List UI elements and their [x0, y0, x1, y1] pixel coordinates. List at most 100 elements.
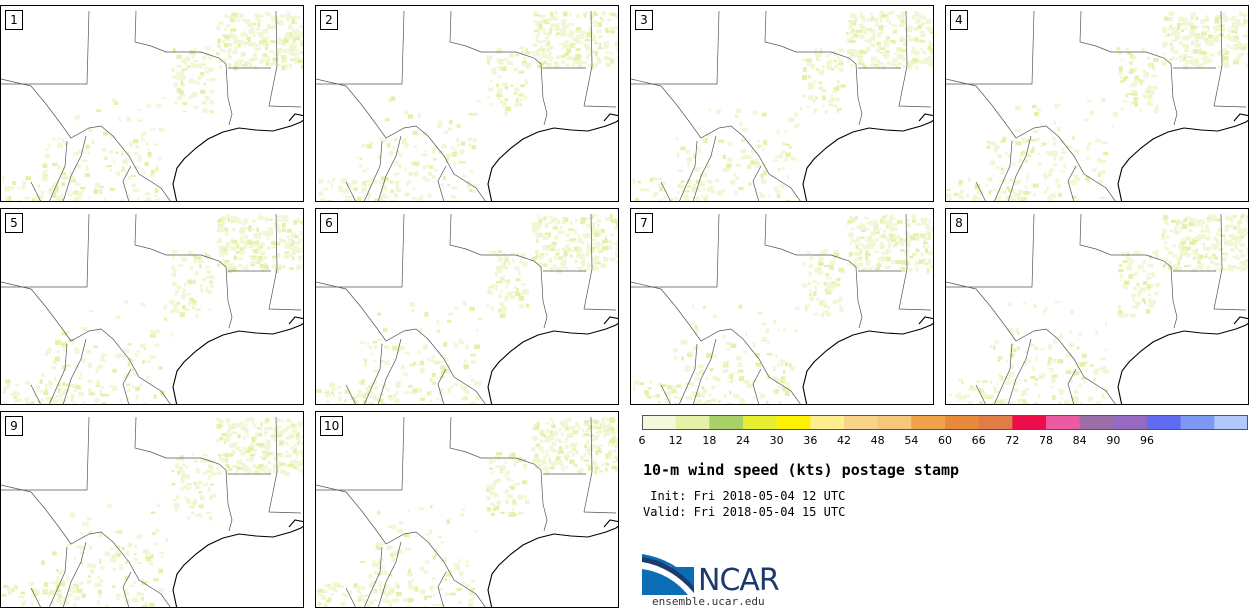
logo-wordmark: NCAR [698, 563, 780, 598]
colorbar-segment [675, 415, 710, 430]
colorbar-segment [978, 415, 1013, 430]
colorbar-segment [642, 415, 677, 430]
coastline [172, 519, 303, 607]
colorbar-segment [1147, 415, 1182, 430]
coastline [172, 113, 303, 201]
state-border [946, 78, 1116, 201]
state-border [122, 368, 132, 404]
state-border [316, 213, 405, 288]
map-panel-9: 9 [0, 411, 304, 608]
state-border [692, 135, 717, 201]
map-svg [316, 213, 618, 404]
map-svg [1, 213, 303, 404]
state-border [268, 10, 302, 108]
state-border [692, 338, 717, 404]
state-border [437, 165, 447, 201]
colorbar-tick-label: 54 [904, 434, 919, 447]
state-border [364, 343, 383, 404]
colorbar-segment [945, 415, 980, 430]
panel-number-label: 8 [950, 213, 968, 233]
map-panel-5: 5 [0, 208, 304, 405]
state-border [364, 546, 383, 607]
state-border [660, 181, 671, 201]
state-border [764, 213, 863, 329]
map-svg [631, 213, 933, 404]
colorbar-tick-label: 96 [1140, 434, 1154, 447]
state-border [377, 541, 402, 607]
colorbar-tick-label: 30 [769, 434, 784, 447]
colorbar-tick-label: 48 [870, 434, 885, 447]
state-border [49, 140, 68, 201]
state-border [631, 281, 801, 404]
state-border [1, 213, 90, 288]
state-border [62, 541, 87, 607]
state-border [1007, 338, 1032, 404]
state-border [30, 587, 41, 607]
state-border [122, 165, 132, 201]
state-border [660, 384, 671, 404]
state-border [30, 384, 41, 404]
wind-speed-shading [317, 417, 618, 607]
colorbar-segment [1012, 415, 1047, 430]
state-border [134, 416, 233, 532]
state-border [994, 343, 1013, 404]
state-border [946, 10, 1035, 85]
state-border [364, 140, 383, 201]
state-border [437, 368, 447, 404]
panel-number-label: 10 [320, 416, 344, 436]
state-border [62, 338, 87, 404]
wind-speed-shading [632, 11, 933, 201]
state-border [898, 213, 932, 311]
wind-speed-shading [946, 11, 1248, 201]
colorbar-tick-label: 90 [1106, 434, 1121, 447]
coastline [487, 113, 618, 201]
map-panel-8: 8 [945, 208, 1249, 405]
state-border [994, 140, 1013, 201]
state-border [49, 343, 68, 404]
state-border [1213, 213, 1247, 311]
map-panel-2: 2 [315, 5, 619, 202]
state-border [946, 213, 1035, 288]
coastline [487, 519, 618, 607]
state-border [316, 281, 486, 404]
map-panel-4: 4 [945, 5, 1249, 202]
state-border [752, 165, 762, 201]
site-url: ensemble.ucar.edu [652, 595, 765, 608]
colorbar-tick-label: 66 [971, 434, 986, 447]
map-svg [631, 10, 933, 201]
state-border [764, 10, 863, 126]
state-border [1, 281, 171, 404]
wind-speed-shading [2, 11, 303, 201]
wind-speed-shading [633, 214, 933, 404]
state-border [437, 571, 447, 607]
ncar-logo-icon [642, 554, 694, 595]
colorbar-tick-label: 12 [668, 434, 683, 447]
colorbar-segment [911, 415, 946, 430]
state-border [975, 384, 986, 404]
state-border [30, 181, 41, 201]
state-border [583, 10, 617, 108]
colorbar-segment [844, 415, 879, 430]
state-border [345, 384, 356, 404]
map-panel-7: 7 [630, 208, 934, 405]
colorbar-segment [877, 415, 912, 430]
colorbar-segment [1079, 415, 1114, 430]
state-border [1, 484, 171, 607]
state-border [1, 78, 171, 201]
colorbar-tick-label: 18 [702, 434, 717, 447]
state-border [377, 135, 402, 201]
state-border [631, 10, 720, 85]
colorbar-segment [1180, 415, 1215, 430]
state-border [679, 140, 698, 201]
colorbar-segment [1214, 415, 1248, 430]
colorbar-tick-label: 72 [1005, 434, 1020, 447]
state-border [449, 10, 548, 126]
colorbar-segment [810, 415, 845, 430]
state-border [316, 78, 486, 201]
state-border [898, 10, 932, 108]
state-border [316, 416, 405, 491]
colorbar-tick-label: 60 [938, 434, 952, 447]
state-border [268, 416, 302, 514]
state-border [316, 10, 405, 85]
colorbar-segment [743, 415, 778, 430]
